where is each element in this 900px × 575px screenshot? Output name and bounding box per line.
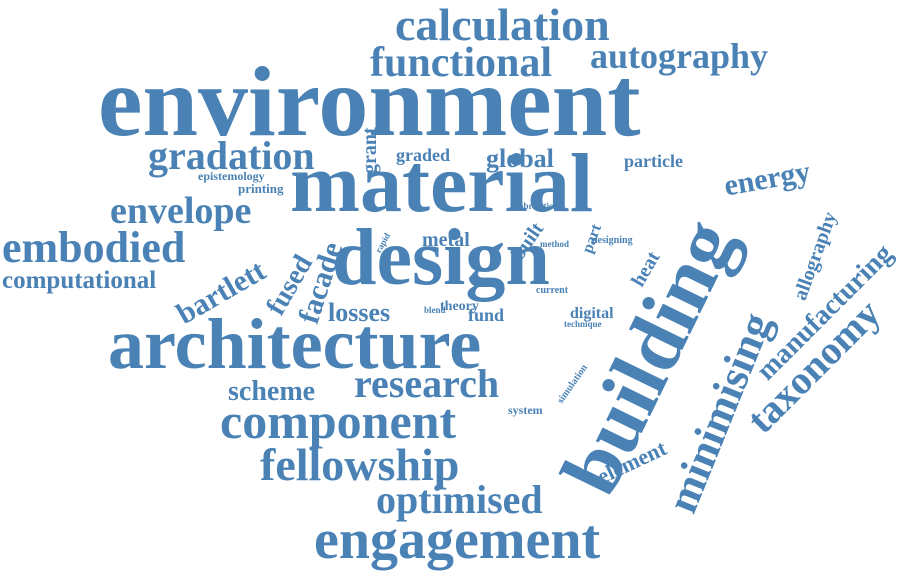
word-graded: graded — [396, 145, 450, 165]
word-technique: technique — [564, 319, 602, 329]
word-environment: environment — [98, 46, 641, 157]
word-research: research — [354, 361, 500, 406]
word-envelope: envelope — [110, 190, 252, 232]
word-global: global — [486, 144, 554, 173]
word-designing: designing — [592, 235, 633, 246]
word-engagement: engagement — [314, 509, 601, 571]
word-component: component — [220, 393, 457, 449]
word-current: current — [536, 285, 569, 296]
word-metal: metal — [422, 229, 470, 251]
word-gradation: gradation — [148, 133, 315, 178]
word-printing: printing — [238, 181, 284, 196]
word-blend: blend — [424, 305, 446, 315]
word-energy: energy — [721, 154, 813, 203]
word-theory: theory — [440, 299, 479, 314]
word-digital: digital — [570, 305, 614, 322]
word-fellowship: fellowship — [260, 439, 460, 490]
word-system: system — [508, 403, 543, 417]
word-calculation: calculation — [395, 0, 610, 50]
word-architecture: architecture — [108, 304, 482, 384]
word-method: method — [540, 239, 569, 249]
word-epistemology: epistemology — [198, 169, 265, 183]
word-embodied: embodied — [2, 223, 186, 272]
word-material: material — [290, 137, 594, 230]
word-functional: functional — [370, 40, 553, 86]
word-scheme: scheme — [228, 376, 316, 407]
word-design: design — [332, 214, 550, 302]
word-autography: autography — [590, 36, 769, 76]
word-optimised: optimised — [376, 477, 543, 522]
word-computational: computational — [2, 267, 157, 294]
word-losses: losses — [328, 298, 391, 327]
word-fabrication: fabrication — [516, 201, 559, 211]
word-fund: fund — [468, 305, 505, 325]
word-particle: particle — [624, 151, 683, 171]
